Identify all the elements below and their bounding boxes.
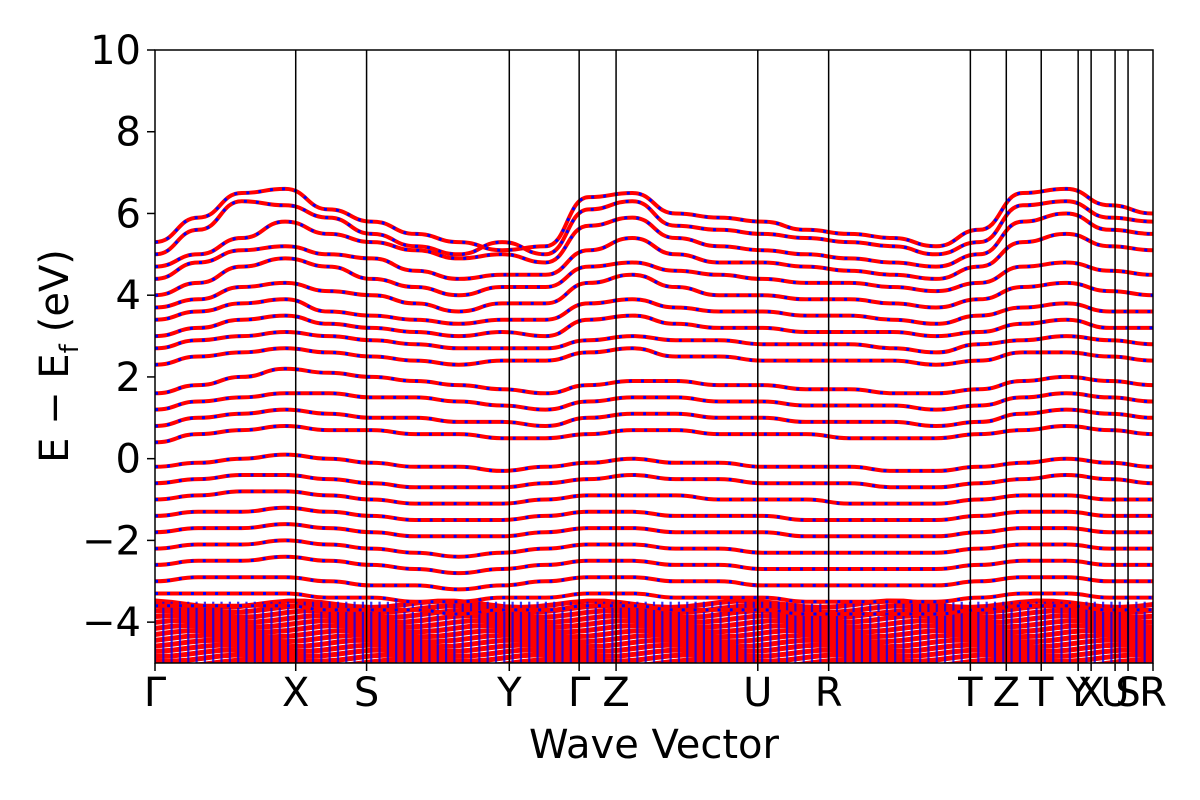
y-tick-label: 8 (116, 110, 141, 156)
band-line-spin-down (155, 256, 1153, 297)
band-line-spin-down (155, 538, 1153, 559)
x-tick-label: R (1139, 670, 1167, 716)
band-line-spin-down (155, 367, 1153, 395)
band-line-spin-down (155, 211, 1153, 269)
band-line-spin-down (155, 391, 1153, 412)
x-tick-label: Γ (144, 670, 167, 716)
y-axis-title-main: E − E (32, 353, 78, 463)
y-tick-label: 6 (116, 191, 141, 237)
x-axis-title: Wave Vector (529, 722, 780, 768)
dense-band-region (155, 598, 1153, 663)
band-line-spin-down (155, 330, 1153, 354)
band-line-spin-up (155, 186, 1153, 253)
band-line-spin-down (155, 575, 1153, 591)
x-tick-label: U (743, 670, 772, 716)
x-tick-label: S (354, 670, 379, 716)
band-line-spin-up (155, 199, 1153, 257)
x-tick-label: U (1100, 670, 1129, 716)
y-axis-title-subscript: f (55, 343, 85, 353)
band-line-spin-down (155, 591, 1153, 604)
x-tick-label: Y (496, 670, 522, 716)
x-tick-label: T (957, 670, 983, 716)
x-tick-label: T (1028, 670, 1054, 716)
x-tick-label: Z (993, 670, 1020, 716)
band-lines (155, 186, 1153, 617)
band-line-spin-down (155, 408, 1153, 428)
x-tick-label: Γ (568, 670, 591, 716)
band-line-spin-up (155, 231, 1153, 281)
y-tick-label: 2 (116, 355, 141, 401)
band-line-spin-down (155, 604, 1153, 616)
band-line-spin-down (155, 424, 1153, 444)
band-line-spin-down (155, 346, 1153, 367)
band-line-spin-down (155, 555, 1153, 575)
x-tick-label: R (815, 670, 843, 716)
y-tick-label: −4 (82, 600, 141, 646)
plot-frame (154, 49, 1154, 664)
kpoint-divider-lines (294, 50, 1129, 663)
band-line-spin-down (155, 453, 1153, 473)
x-tick-label: X (282, 670, 309, 716)
band-line-spin-down (155, 314, 1153, 338)
y-tick-label: 0 (116, 437, 141, 483)
x-tick-label: Z (602, 670, 629, 716)
band-line-spin-down (155, 473, 1153, 489)
svg-text:E − Ef(eV): E − Ef (eV) (32, 249, 85, 463)
y-tick-label: 10 (90, 28, 141, 74)
y-tick-label: 4 (116, 273, 141, 319)
y-axis-title: E − Ef (eV) (32, 249, 85, 463)
band-line-spin-down (155, 522, 1153, 538)
band-line-spin-up (155, 272, 1153, 314)
x-tick-label: S (1115, 670, 1140, 716)
band-line-spin-down (155, 506, 1153, 522)
band-line-spin-down (155, 489, 1153, 506)
y-axis-ticks: −4 −2 0 2 4 6 8 10 (82, 28, 155, 646)
y-axis-title-unit: (eV) (32, 249, 78, 332)
x-tick-label: Y (1065, 670, 1091, 716)
x-tick-label: X (1077, 670, 1104, 716)
y-tick-label: −2 (82, 518, 141, 564)
band-line-spin-down (155, 297, 1153, 326)
